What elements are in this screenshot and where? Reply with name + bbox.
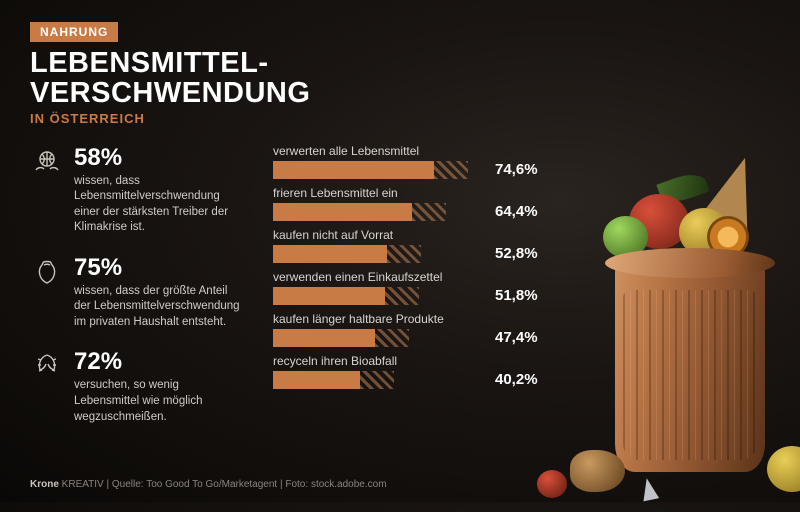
- bar-hatch-icon: [387, 245, 421, 263]
- footer-source: Too Good To Go/Marketagent: [146, 479, 277, 490]
- title-line2: VERSCHWENDUNG: [30, 77, 310, 109]
- bar-value: 47,4%: [495, 329, 551, 346]
- footer-photo: stock.adobe.com: [311, 479, 387, 490]
- bar-label: frieren Lebensmittel ein: [273, 186, 551, 200]
- stat-percent: 72%: [74, 348, 245, 376]
- shard-icon: [639, 477, 659, 502]
- bar-value: 51,8%: [495, 287, 551, 304]
- trash-bag-icon: [30, 256, 64, 290]
- bar-fill: [273, 287, 385, 305]
- bar-item: kaufen länger haltbare Produkte 47,4%: [273, 312, 551, 347]
- bar-item: kaufen nicht auf Vorrat 52,8%: [273, 228, 551, 263]
- bar-track: [273, 161, 489, 179]
- stat-item: 75% wissen, dass der größte Anteil der L…: [30, 254, 245, 331]
- bar-value: 64,4%: [495, 203, 551, 220]
- stats-column: 58% wissen, dass Lebensmittelverschwendu…: [30, 144, 245, 443]
- bar-label: kaufen länger haltbare Produkte: [273, 312, 551, 326]
- bar-item: frieren Lebensmittel ein 64,4%: [273, 186, 551, 221]
- bar-hatch-icon: [412, 203, 446, 221]
- footer-brand-suffix: KREATIV: [59, 479, 104, 490]
- bar-fill: [273, 203, 412, 221]
- stat-percent: 58%: [74, 144, 245, 172]
- bar-fill: [273, 329, 375, 347]
- category-tag: NAHRUNG: [30, 22, 118, 42]
- title-line1: LEBENSMITTEL-: [30, 47, 269, 79]
- bar-chart: verwerten alle Lebensmittel 74,6% friere…: [273, 144, 551, 443]
- wreath-icon: [30, 350, 64, 384]
- footer-credits: Krone KREATIV | Quelle: Too Good To Go/M…: [30, 479, 387, 490]
- subtitle: IN ÖSTERREICH: [30, 111, 800, 126]
- bar-fill: [273, 371, 360, 389]
- bar-fill: [273, 245, 387, 263]
- stat-item: 72% versuchen, so wenig Lebensmittel wie…: [30, 348, 245, 425]
- bar-label: verwerten alle Lebensmittel: [273, 144, 551, 158]
- stat-item: 58% wissen, dass Lebensmittelverschwendu…: [30, 144, 245, 236]
- bar-hatch-icon: [385, 287, 419, 305]
- bar-hatch-icon: [375, 329, 409, 347]
- stat-description: versuchen, so wenig Lebensmittel wie mög…: [74, 378, 245, 425]
- bar-value: 40,2%: [495, 371, 551, 388]
- bar-item: recyceln ihren Bioabfall 40,2%: [273, 354, 551, 389]
- bar-hatch-icon: [434, 161, 468, 179]
- footer-brand: Krone: [30, 479, 59, 490]
- tomato-ground-icon: [537, 470, 567, 498]
- bar-label: verwenden einen Einkaufszettel: [273, 270, 551, 284]
- stat-description: wissen, dass der größte Anteil der Leben…: [74, 284, 245, 331]
- bar-item: verwerten alle Lebensmittel 74,6%: [273, 144, 551, 179]
- stat-percent: 75%: [74, 254, 245, 282]
- bar-label: kaufen nicht auf Vorrat: [273, 228, 551, 242]
- stat-description: wissen, dass Lebensmittelverschwendung e…: [74, 174, 245, 236]
- bar-item: verwenden einen Einkaufszettel 51,8%: [273, 270, 551, 305]
- bar-hatch-icon: [360, 371, 394, 389]
- apple-ground-icon: [767, 446, 800, 492]
- bar-value: 52,8%: [495, 245, 551, 262]
- bar-fill: [273, 161, 434, 179]
- bar-value: 74,6%: [495, 161, 551, 178]
- bar-label: recyceln ihren Bioabfall: [273, 354, 551, 368]
- page-title: LEBENSMITTEL- VERSCHWENDUNG: [30, 48, 800, 109]
- globe-hands-icon: [30, 146, 64, 180]
- bread-ground-icon: [570, 450, 625, 492]
